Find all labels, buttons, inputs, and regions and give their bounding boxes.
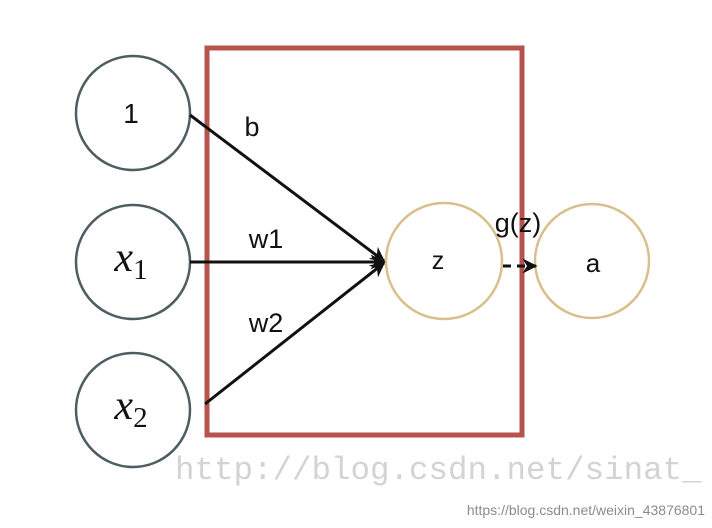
input-node-x2-subscript: 2 bbox=[133, 402, 148, 434]
edge-label-x1-weight: w1 bbox=[248, 224, 284, 254]
input-node-x2-variable: x bbox=[113, 383, 133, 429]
edge-x2-to-z bbox=[204, 261, 386, 406]
input-node-bias bbox=[74, 54, 192, 172]
edge-label-bias-weight: b bbox=[244, 112, 259, 142]
edge-label-x2-weight: w2 bbox=[248, 308, 284, 338]
input-node-x2 bbox=[74, 351, 192, 469]
edge-bias-to-z bbox=[189, 113, 386, 263]
input-node-x1-variable: x bbox=[113, 235, 133, 281]
summation-node-z bbox=[384, 201, 504, 321]
watermark-large: http://blog.csdn.net/sinat_ bbox=[175, 452, 702, 489]
activation-node-label: a bbox=[586, 248, 601, 278]
edge-label-activation: g(z) bbox=[495, 208, 542, 238]
input-node-x1-subscript: 1 bbox=[133, 254, 148, 286]
neuron-box bbox=[204, 45, 525, 438]
summation-node-label: z bbox=[432, 247, 445, 275]
input-node-bias-label: 1 bbox=[123, 98, 139, 129]
input-node-x2-label: x2 bbox=[113, 383, 147, 434]
watermark-small: https://blog.csdn.net/weixin_43876801 bbox=[467, 502, 705, 518]
input-node-x1-label: x1 bbox=[113, 235, 147, 286]
